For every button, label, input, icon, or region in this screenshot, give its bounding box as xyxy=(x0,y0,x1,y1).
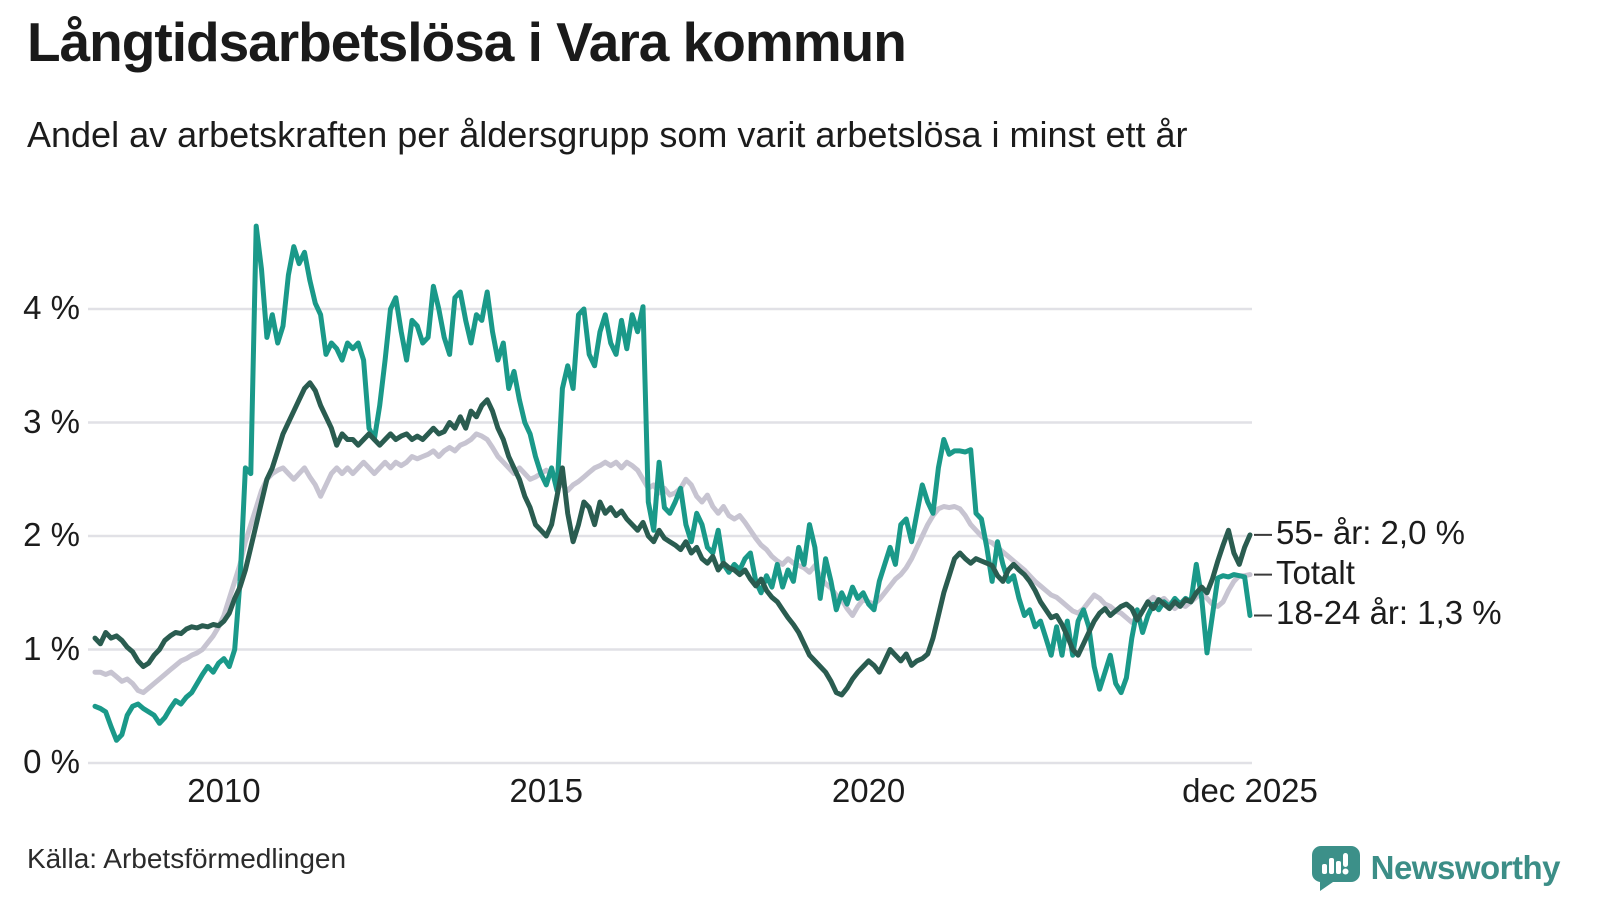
series-line-55-år xyxy=(92,380,1253,698)
brand-lockup: Newsworthy xyxy=(1311,845,1561,891)
source-note: Källa: Arbetsförmedlingen xyxy=(27,843,347,874)
series-line-Totalt xyxy=(92,431,1253,696)
brand-name: Newsworthy xyxy=(1370,849,1561,886)
chart-subtitle: Andel av arbetskraften per åldersgrupp s… xyxy=(27,114,1188,155)
y-tick-label: 1 % xyxy=(23,629,80,667)
series-end-label-55: 55- år: 2,0 % xyxy=(1276,513,1465,551)
y-tick-label: 0 % xyxy=(23,743,80,780)
series-end-label-totalt: Totalt xyxy=(1276,553,1355,591)
bar-chart-speech-bubble-icon xyxy=(1311,846,1360,891)
x-tick-label: dec 2025 xyxy=(1182,772,1318,809)
x-tick-label: 2020 xyxy=(831,772,906,809)
x-tick-label: 2015 xyxy=(509,772,583,809)
series-end-label-18-24: 18-24 år: 1,3 % xyxy=(1276,594,1502,632)
y-tick-label: 2 % xyxy=(23,516,80,553)
series-line-18-24år xyxy=(92,223,1253,743)
y-tick-label: 4 % xyxy=(23,289,80,326)
page-title: Långtidsarbetslösa i Vara kommun xyxy=(27,11,907,73)
x-tick-label: 2010 xyxy=(187,772,261,809)
y-tick-label: 3 % xyxy=(23,402,80,440)
